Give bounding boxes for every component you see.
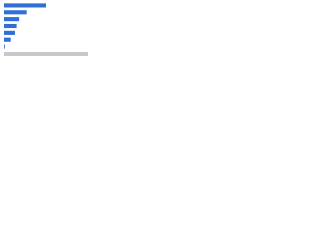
bar [4,3,46,8]
bar [4,23,17,29]
bar [4,10,27,15]
bar [4,44,5,49]
bar [4,37,11,42]
axis-band [4,52,88,56]
bar [4,30,15,35]
bar [4,17,20,22]
chart [4,3,88,56]
